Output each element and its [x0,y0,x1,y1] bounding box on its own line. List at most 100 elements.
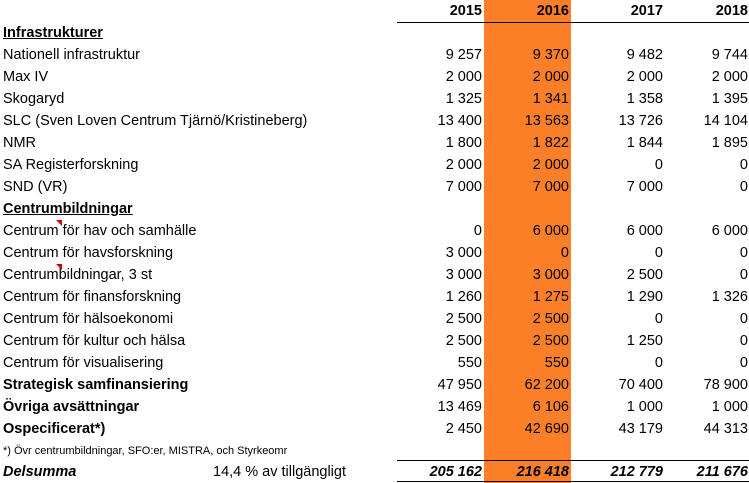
cell-2018[interactable]: 1 895 [711,135,748,151]
row-label[interactable]: Strategisk samfinansiering [3,377,189,393]
cell-2017[interactable]: 0 [654,311,663,327]
cell-2016[interactable]: 2 500 [532,333,569,349]
cell-2018[interactable]: 1 000 [711,399,748,415]
cell-2017[interactable]: 2 000 [626,69,663,85]
cell-2016[interactable]: 6 000 [532,223,569,239]
cell-2015[interactable]: 47 950 [437,377,482,393]
cell-2017[interactable]: 6 000 [626,223,663,239]
cell-2015[interactable]: 3 000 [445,245,482,261]
cell-2018[interactable]: 44 313 [703,421,748,437]
cell-2015[interactable]: 3 000 [445,267,482,283]
row-label[interactable]: Övriga avsättningar [3,399,140,415]
cell-2016[interactable]: 42 690 [524,421,569,437]
cell-2018[interactable]: 9 744 [711,47,748,63]
year-header[interactable]: 2016 [536,3,569,19]
row-label[interactable]: SA Registerforskning [3,157,139,173]
total-label[interactable]: Delsumma [3,464,77,480]
cell-2018[interactable]: 1 326 [711,289,748,305]
total-2018[interactable]: 211 676 [696,464,748,480]
cell-2018[interactable]: 0 [739,179,748,195]
cell-2016[interactable]: 0 [560,245,569,261]
cell-2018[interactable]: 1 395 [711,91,748,107]
row-label[interactable]: Centrum för visualisering [3,355,164,371]
cell-2015[interactable]: 1 800 [445,135,482,151]
row-label[interactable]: SND (VR) [3,179,68,195]
section-heading[interactable]: Infrastrukturer [3,25,103,41]
row-label[interactable]: Centrum för kultur och hälsa [3,333,186,349]
cell-2017[interactable]: 1 290 [626,289,663,305]
total-2015[interactable]: 205 162 [429,464,482,480]
row-label[interactable]: Centrum för hälsoekonomi [3,311,174,327]
row-label[interactable]: SLC (Sven Loven Centrum Tjärnö/Kristineb… [3,113,308,129]
total-percent-note[interactable]: 14,4 % av tillgängligt [213,464,346,480]
cell-2017[interactable]: 1 844 [626,135,663,151]
cell-2018[interactable]: 78 900 [703,377,748,393]
row-label[interactable]: Centrum för havsforskning [3,245,174,261]
cell-2016[interactable]: 550 [544,355,569,371]
cell-2017[interactable]: 1 358 [626,91,663,107]
cell-2015[interactable]: 13 469 [437,399,482,415]
total-2016[interactable]: 216 418 [516,464,569,480]
cell-2016[interactable]: 13 563 [524,113,569,129]
year-header[interactable]: 2015 [449,3,482,19]
cell-2015[interactable]: 13 400 [437,113,482,129]
cell-2018[interactable]: 14 104 [703,113,748,129]
total-2017[interactable]: 212 779 [610,464,663,480]
cell-2015[interactable]: 0 [473,223,482,239]
row-label[interactable]: Centrum för hav och samhälle [3,223,197,239]
cell-2018[interactable]: 0 [739,333,748,349]
cell-2015[interactable]: 1 260 [445,289,482,305]
cell-2016[interactable]: 6 106 [532,399,569,415]
cell-2018[interactable]: 6 000 [711,223,748,239]
cell-2018[interactable]: 0 [739,245,748,261]
row-label[interactable]: Centrumbildningar, 3 st [3,267,153,283]
cell-2016[interactable]: 2 500 [532,311,569,327]
row-label[interactable]: Ospecificerat*) [3,421,106,437]
comment-indicator-icon[interactable] [56,220,62,226]
cell-2018[interactable]: 0 [739,267,748,283]
row-label[interactable]: NMR [3,135,37,151]
cell-2015[interactable]: 550 [457,355,482,371]
cell-2018[interactable]: 0 [739,311,748,327]
cell-2017[interactable]: 0 [654,245,663,261]
cell-2015[interactable]: 2 500 [445,311,482,327]
row-label[interactable]: Nationell infrastruktur [3,47,140,63]
cell-2017[interactable]: 0 [654,355,663,371]
section-heading[interactable]: Centrumbildningar [3,201,133,217]
cell-2015[interactable]: 1 325 [445,91,482,107]
cell-2016[interactable]: 1 341 [532,91,569,107]
cell-2018[interactable]: 0 [739,355,748,371]
cell-2015[interactable]: 9 257 [445,47,482,63]
cell-2016[interactable]: 9 370 [532,47,569,63]
year-header[interactable]: 2018 [715,3,748,19]
row-label[interactable]: Skogaryd [3,91,65,107]
year-header[interactable]: 2017 [630,3,663,19]
cell-2017[interactable]: 1 000 [626,399,663,415]
cell-2017[interactable]: 70 400 [618,377,663,393]
cell-2016[interactable]: 3 000 [532,267,569,283]
cell-2015[interactable]: 7 000 [445,179,482,195]
comment-indicator-icon[interactable] [56,264,62,270]
cell-2015[interactable]: 2 000 [445,69,482,85]
cell-2016[interactable]: 1 822 [532,135,569,151]
cell-2018[interactable]: 0 [739,157,748,173]
cell-2017[interactable]: 7 000 [626,179,663,195]
cell-2017[interactable]: 9 482 [626,47,663,63]
cell-2017[interactable]: 2 500 [626,267,663,283]
cell-2016[interactable]: 62 200 [524,377,569,393]
cell-2016[interactable]: 2 000 [532,69,569,85]
cell-2017[interactable]: 1 250 [626,333,663,349]
row-label[interactable]: Max IV [3,69,49,85]
row-label[interactable]: Centrum för finansforskning [3,289,182,305]
cell-2016[interactable]: 2 000 [532,157,569,173]
cell-2016[interactable]: 7 000 [532,179,569,195]
cell-2015[interactable]: 2 450 [445,421,482,437]
cell-2017[interactable]: 43 179 [618,421,663,437]
cell-2017[interactable]: 13 726 [618,113,663,129]
cell-2016[interactable]: 1 275 [532,289,569,305]
cell-2015[interactable]: 2 500 [445,333,482,349]
cell-2018[interactable]: 2 000 [711,69,748,85]
cell-2017[interactable]: 0 [654,157,663,173]
footnote[interactable]: *) Övr centrumbildningar, SFO:er, MISTRA… [3,445,288,457]
cell-2015[interactable]: 2 000 [445,157,482,173]
